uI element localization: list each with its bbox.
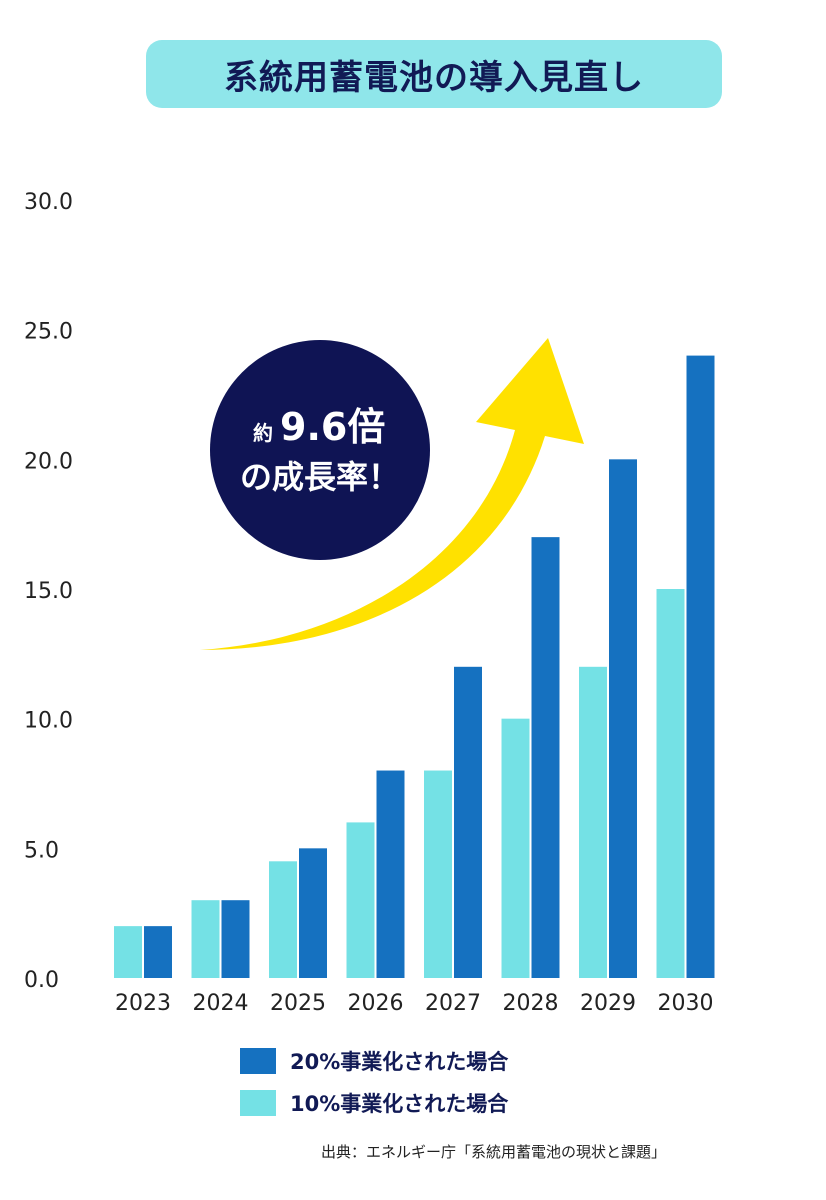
legend-swatch-20pct [240, 1048, 276, 1074]
x-tick-label: 2024 [193, 991, 249, 1016]
y-tick-label: 25.0 [24, 320, 73, 345]
x-tick-label: 2025 [270, 991, 326, 1016]
legend: 20%事業化された場合 10%事業化された場合 [240, 1046, 508, 1130]
bar-20pct [609, 459, 637, 978]
legend-item-20pct: 20%事業化された場合 [240, 1046, 508, 1076]
y-tick-label: 20.0 [24, 449, 73, 474]
x-tick-label: 2029 [580, 991, 636, 1016]
y-tick-label: 0.0 [24, 968, 59, 993]
x-tick-label: 2028 [503, 991, 559, 1016]
title-banner: 系統用蓄電池の導入見直し [146, 40, 722, 108]
bar-chart: 0.0 5.0 10.0 15.0 20.0 25.0 30.0 2023 2024 2025 20… [24, 190, 715, 1016]
legend-swatch-10pct [240, 1090, 276, 1116]
bar-20pct [686, 355, 715, 979]
legend-label-20pct: 20%事業化された場合 [290, 1050, 509, 1074]
callout-line2: の成長率！ [240, 458, 400, 496]
bar-10pct [191, 900, 220, 978]
bar-10pct [346, 822, 375, 978]
bar-10pct [424, 770, 452, 978]
x-tick-label: 2026 [348, 991, 404, 1016]
y-tick-label: 5.0 [24, 838, 59, 863]
bar-10pct [656, 589, 685, 978]
chart-title: 系統用蓄電池の導入見直し [224, 57, 644, 98]
callout-prefix: 約 [253, 421, 273, 445]
callout-circle [210, 340, 430, 560]
growth-arrow-icon [200, 338, 584, 650]
bar-20pct [531, 537, 560, 978]
x-tick-label: 2027 [425, 991, 481, 1016]
y-tick-label: 10.0 [24, 709, 73, 734]
bar-20pct [454, 666, 482, 978]
bar-20pct [376, 770, 405, 978]
x-tick-label: 2030 [658, 991, 714, 1016]
y-tick-label: 15.0 [24, 579, 73, 604]
bar-10pct [269, 861, 297, 978]
y-tick-label: 30.0 [24, 190, 73, 215]
legend-label-10pct: 10%事業化された場合 [290, 1092, 509, 1116]
legend-item-10pct: 10%事業化された場合 [240, 1088, 508, 1118]
bar-10pct [579, 666, 607, 978]
bar-10pct [501, 718, 530, 978]
bar-20pct [144, 926, 172, 978]
bar-20pct [221, 900, 250, 978]
bar-10pct [114, 926, 142, 978]
source-note: 出典：エネルギー庁「系統用蓄電池の現状と課題」 [320, 1143, 666, 1161]
callout-value: 9.6倍 [280, 405, 385, 449]
x-tick-label: 2023 [115, 991, 171, 1016]
bar-20pct [299, 848, 327, 978]
